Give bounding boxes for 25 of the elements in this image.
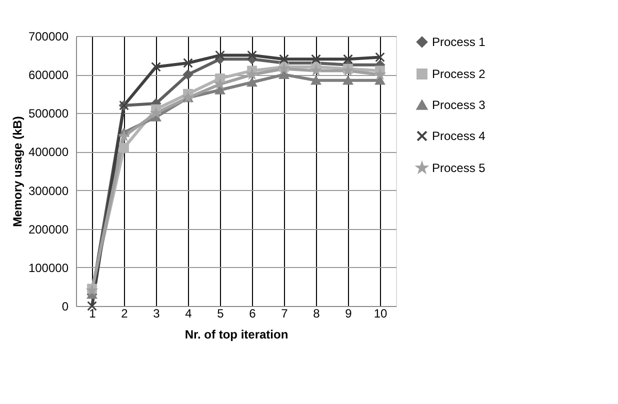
x-tick-label: 10 [374, 306, 388, 320]
x-tick-label: 8 [313, 306, 320, 320]
x-tick-label: 3 [153, 306, 160, 320]
legend-label: Process 4 [432, 129, 486, 143]
legend-label: Process 2 [432, 67, 486, 81]
legend-label: Process 1 [432, 35, 486, 49]
x-tick-label: 5 [217, 306, 224, 320]
y-tick-label: 700000 [28, 30, 69, 44]
x-axis-title: Nr. of top iteration [184, 328, 288, 342]
y-tick-label: 500000 [28, 106, 69, 121]
y-tick-label: 400000 [28, 145, 69, 160]
x-tick-label: 7 [281, 306, 288, 320]
x-tick-label: 9 [345, 306, 352, 320]
y-tick-label: 200000 [28, 222, 69, 236]
x-tick-label: 2 [121, 306, 128, 320]
y-tick-label: 300000 [28, 184, 69, 198]
x-tick-label: 1 [89, 306, 96, 320]
y-tick-label: 0 [62, 300, 69, 314]
x-tick-label: 6 [249, 306, 256, 320]
x-tick-label: 4 [185, 306, 192, 320]
y-tick-label: 100000 [28, 260, 69, 275]
y-tick-label: 600000 [28, 68, 69, 82]
y-axis-title: Memory usage (kB) [10, 116, 24, 227]
legend-label: Process 3 [432, 98, 486, 112]
legend-label: Process 5 [432, 161, 486, 175]
